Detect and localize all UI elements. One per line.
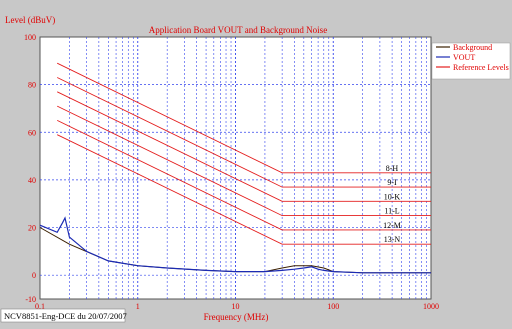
y-tick-label: 100 xyxy=(24,33,36,42)
axis-ticks: -10 0 20 40 60 80 100 0.1 1 10 100 1000 xyxy=(24,33,439,311)
x-tick-label: 0.1 xyxy=(35,302,45,311)
footer-box xyxy=(0,308,126,323)
reference-line-8-H xyxy=(57,62,431,174)
y-tick-label: 40 xyxy=(28,176,36,185)
legend-label: Background xyxy=(453,43,492,52)
footer-text: NCV8851-Eng-DCE du 20/07/2007 xyxy=(4,311,127,321)
x-tick-label: 1 xyxy=(136,302,140,311)
y-tick-label: 60 xyxy=(28,128,36,137)
y-tick-label: -10 xyxy=(25,295,36,304)
reference-line-13-N xyxy=(57,134,431,245)
legend-label: Reference Levels xyxy=(453,63,509,72)
reference-label: 8-H xyxy=(386,164,399,173)
y-tick-label: 20 xyxy=(28,224,36,233)
y-tick-label: 80 xyxy=(28,81,36,90)
x-axis-label: Frequency (MHz) xyxy=(204,312,269,322)
x-tick-label: 10 xyxy=(232,302,240,311)
x-tick-label: 1000 xyxy=(423,302,439,311)
x-tick-label: 100 xyxy=(327,302,339,311)
reference-line-10-K xyxy=(57,91,431,202)
reference-label: 13-N xyxy=(384,235,401,244)
reference-label: 12-M xyxy=(383,221,401,230)
reference-label: 9-I xyxy=(387,178,397,187)
reference-line-11-L xyxy=(57,105,431,217)
plot-area xyxy=(39,36,432,300)
legend-label: VOUT xyxy=(453,53,475,62)
reference-levels: 8-H 9-I 10-K 11-L 12-M 13-N xyxy=(57,62,431,245)
series-line-vout xyxy=(39,216,431,274)
y-tick-label: 0 xyxy=(32,271,36,280)
y-axis-label: Level (dBuV) xyxy=(5,15,55,25)
chart-title: Application Board VOUT and Background No… xyxy=(149,25,327,35)
grid xyxy=(40,37,431,299)
reference-line-12-M xyxy=(57,119,431,231)
data-series xyxy=(39,216,431,274)
reference-label: 11-L xyxy=(384,207,399,216)
legend-box xyxy=(431,42,511,80)
reference-line-9-I xyxy=(57,77,431,188)
reference-label: 10-K xyxy=(384,192,401,201)
